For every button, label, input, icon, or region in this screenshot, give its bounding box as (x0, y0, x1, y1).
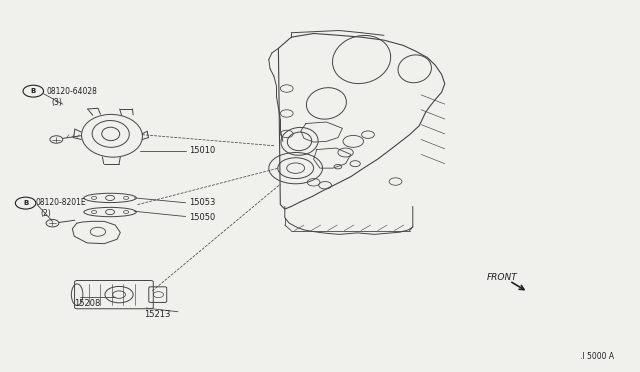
Text: 08120-64028: 08120-64028 (46, 87, 97, 96)
Text: B: B (31, 88, 36, 94)
Text: 15010: 15010 (189, 146, 215, 155)
Text: 15208: 15208 (74, 299, 100, 308)
Text: (3): (3) (51, 98, 62, 107)
Text: 15053: 15053 (189, 198, 215, 207)
Text: .I 5000 A: .I 5000 A (580, 352, 614, 361)
Text: 08120-8201E: 08120-8201E (35, 198, 86, 207)
Text: FRONT: FRONT (486, 273, 517, 282)
Text: (2): (2) (40, 209, 51, 218)
Text: B: B (23, 200, 28, 206)
Text: 15050: 15050 (189, 213, 215, 222)
Text: 15213: 15213 (144, 310, 170, 319)
